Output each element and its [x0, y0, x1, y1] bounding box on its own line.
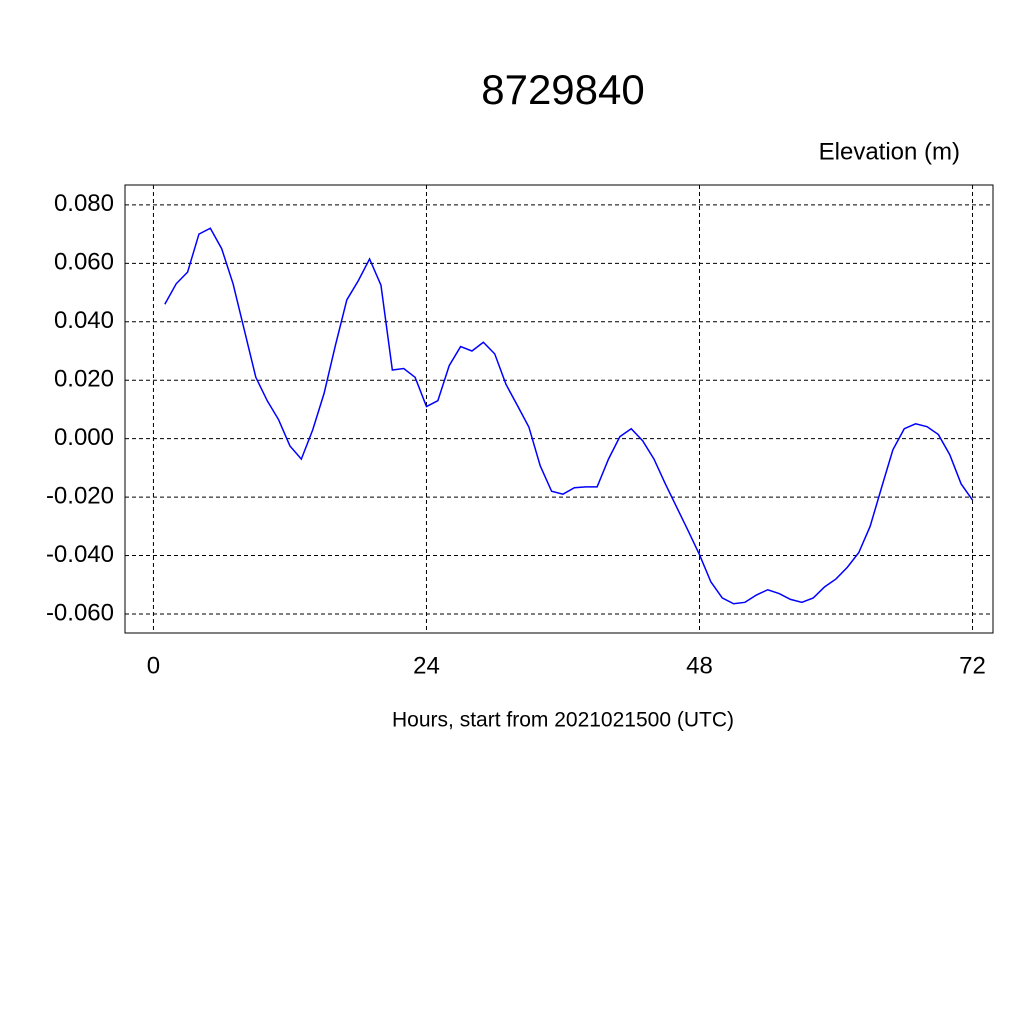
y-tick-label: 0.000 [54, 424, 114, 451]
x-tick-label: 72 [959, 652, 986, 679]
data-line [164, 227, 974, 605]
x-tick-label: 0 [147, 652, 160, 679]
x-axis-label: Hours, start from 2021021500 (UTC) [392, 709, 734, 732]
chart-title: 8729840 [481, 66, 645, 113]
plot-frame [124, 184, 994, 634]
x-tick-label: 24 [413, 652, 440, 679]
y-tick-label: 0.080 [54, 190, 114, 217]
chart-subtitle: Elevation (m) [819, 138, 960, 165]
y-tick-label: -0.060 [46, 599, 114, 626]
y-tick-label: 0.020 [54, 366, 114, 393]
y-tick-label: 0.060 [54, 249, 114, 276]
y-tick-label: -0.040 [46, 541, 114, 568]
y-tick-label: 0.040 [54, 307, 114, 334]
y-tick-label: -0.020 [46, 482, 114, 509]
x-tick-label: 48 [686, 652, 713, 679]
